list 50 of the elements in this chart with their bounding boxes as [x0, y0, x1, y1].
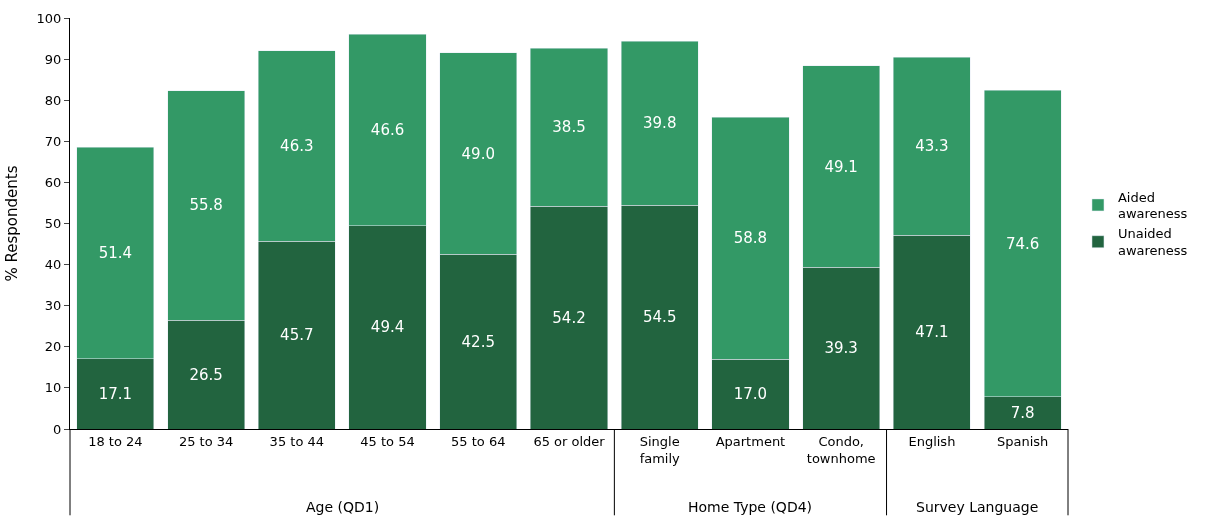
x-tick-label: Spanish	[996, 433, 1049, 449]
y-tick-label: 100	[36, 10, 62, 26]
y-tick-label: 60	[44, 174, 62, 190]
y-tick-label: 30	[44, 298, 62, 314]
x-tick-label: 35 to 44	[269, 433, 325, 449]
x-tick-label: 65 or older	[533, 433, 606, 449]
data-label: 42.5	[461, 332, 495, 351]
text: Home Type (QD4)	[688, 499, 813, 515]
y-tick-label: 50	[44, 216, 62, 232]
x-tick-label: Single family	[639, 433, 681, 466]
x-tick-label: 25 to 34	[178, 433, 234, 449]
text: Survey Language	[916, 499, 1039, 515]
x-tick-label: English	[908, 433, 956, 449]
data-label: 46.3	[280, 137, 314, 156]
data-label: 26.5	[189, 365, 223, 384]
y-tick-label: 20	[44, 339, 62, 355]
data-label: 74.6	[1005, 234, 1040, 253]
data-label: 17.1	[98, 384, 133, 403]
x-tick-label: Apartment	[715, 433, 786, 449]
data-label: 46.6	[370, 121, 405, 140]
y-tick-label: 70	[44, 133, 62, 149]
y-tick-label: 0	[53, 421, 62, 437]
x-tick-label: 18 to 24	[88, 433, 143, 449]
data-label: 49.0	[461, 144, 495, 163]
data-label: 39.3	[824, 339, 858, 358]
data-label: 58.8	[733, 229, 768, 248]
data-label: 49.1	[824, 157, 858, 176]
text: Age (QD1)	[306, 499, 380, 515]
data-label: 54.5	[643, 308, 677, 327]
y-tick-label: 80	[44, 92, 62, 108]
data-label: 55.8	[189, 196, 223, 215]
data-label: 7.8	[1010, 403, 1035, 422]
data-label: 17.0	[733, 385, 768, 404]
data-label: 38.5	[552, 118, 586, 137]
y-tick-label: 40	[44, 257, 62, 273]
legend-label: Unaided awareness	[1117, 226, 1188, 259]
data-label: 45.7	[280, 326, 314, 345]
legend-label: Aided awareness	[1117, 189, 1188, 222]
data-label: 49.4	[370, 318, 405, 337]
data-label: 54.2	[552, 308, 586, 327]
y-tick-label: 90	[44, 51, 62, 67]
x-tick-label: Condo, townhome	[806, 433, 876, 466]
x-tick-label: 45 to 54	[360, 433, 415, 449]
data-label: 39.8	[643, 114, 677, 133]
x-tick-label: 55 to 64	[451, 433, 506, 449]
data-label: 43.3	[915, 137, 949, 156]
data-label: 47.1	[915, 323, 949, 342]
y-axis-title: % Respondents	[2, 165, 21, 282]
data-label: 51.4	[98, 244, 133, 263]
y-tick-label: 10	[44, 380, 62, 396]
